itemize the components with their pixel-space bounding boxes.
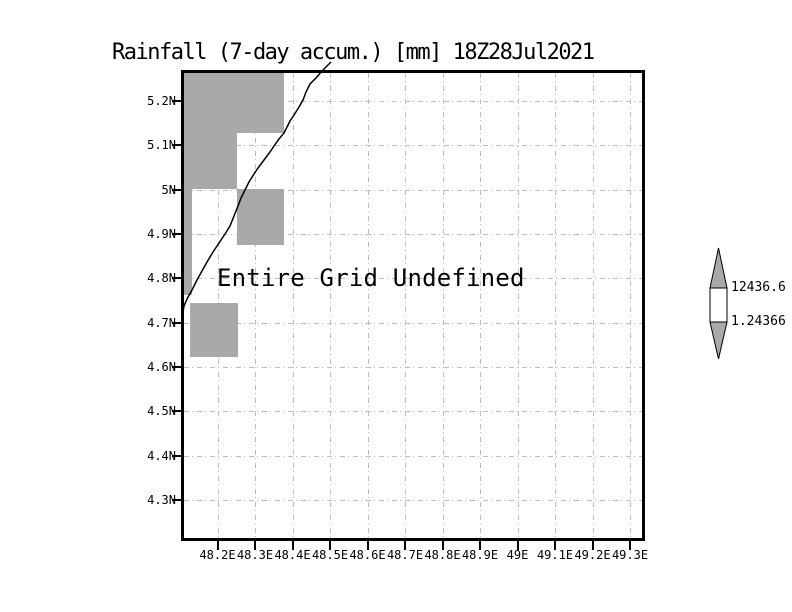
lon-tick-label: 48.8E <box>424 548 461 562</box>
lon-tick <box>404 541 406 550</box>
lon-tick-label: 48.7E <box>386 548 424 562</box>
lat-tick <box>172 499 181 501</box>
lon-tick-label: 48.4E <box>274 548 311 562</box>
lon-tick-label: 49.3E <box>611 548 649 562</box>
lat-gridline <box>184 322 642 324</box>
lon-gridline <box>480 73 481 538</box>
lon-gridline <box>592 73 594 538</box>
lon-tick <box>554 541 556 550</box>
lat-gridline <box>184 455 642 457</box>
lat-tick-label: 4.7N <box>147 315 176 330</box>
lat-tick-label: 4.8N <box>147 271 176 286</box>
colorbar-lower-arrow-icon <box>709 321 728 360</box>
lon-tick-label: 48.9E <box>461 548 499 562</box>
lat-tick <box>172 410 181 413</box>
lat-gridline <box>184 189 642 191</box>
lon-tick <box>366 541 369 550</box>
lat-gridline <box>184 411 642 413</box>
lat-tick <box>172 233 181 235</box>
lat-gridline <box>184 500 642 501</box>
lat-tick <box>172 321 181 324</box>
colorbar-min-label: 1.24366 <box>731 314 786 329</box>
lon-tick <box>216 541 219 550</box>
colorbar-mid-band <box>709 287 728 323</box>
lat-tick-label: 5.2N <box>147 94 176 108</box>
lon-gridline <box>630 73 631 538</box>
lon-gridline <box>330 73 331 538</box>
lon-tick-label: 48.5E <box>311 548 349 562</box>
lon-tick-label: 49.2E <box>574 548 611 562</box>
lat-tick-label: 4.4N <box>147 448 176 463</box>
lon-tick-label: 49.1E <box>536 548 574 562</box>
plot-title: Rainfall (7-day accum.) [mm] 18Z28Jul202… <box>112 40 595 65</box>
lat-tick <box>172 366 181 368</box>
lon-tick-label: 48.2E <box>199 548 236 562</box>
lon-tick <box>629 541 631 550</box>
shaded-cell <box>190 303 238 357</box>
shaded-cell <box>184 133 237 189</box>
lon-gridline <box>405 73 406 538</box>
lat-tick <box>172 454 181 457</box>
lat-tick-label: 5.1N <box>147 138 176 153</box>
colorbar-max-label: 12436.6 <box>731 280 786 295</box>
lat-gridline <box>184 367 642 368</box>
lon-tick-label: 49E <box>506 548 529 562</box>
lat-tick <box>172 144 181 147</box>
lat-tick <box>172 188 181 191</box>
lat-tick-label: 4.9N <box>147 227 176 241</box>
lon-tick <box>329 541 331 550</box>
lon-gridline <box>517 73 519 538</box>
lat-tick <box>172 277 181 280</box>
lon-gridline <box>555 73 556 538</box>
map-area: Entire Grid Undefined <box>184 73 642 538</box>
lat-gridline <box>184 145 642 147</box>
lat-gridline <box>184 234 642 235</box>
colorbar-upper-arrow-icon <box>709 247 728 289</box>
lat-gridline <box>184 101 642 102</box>
lon-tick <box>254 541 256 550</box>
shaded-cell <box>184 73 284 133</box>
lon-tick <box>516 541 519 550</box>
lon-tick <box>291 541 294 550</box>
lat-tick-label: 5N <box>161 182 176 197</box>
lon-tick-label: 48.3E <box>236 548 274 562</box>
lat-gridline <box>184 278 642 280</box>
colorbar <box>709 247 728 360</box>
lon-tick <box>591 541 594 550</box>
grid-undefined-annotation: Entire Grid Undefined <box>217 264 525 292</box>
lon-gridline <box>367 73 369 538</box>
lon-tick-label: 48.6E <box>349 548 386 562</box>
lat-tick <box>172 100 181 102</box>
lon-tick <box>441 541 444 550</box>
map-frame: Entire Grid Undefined <box>181 70 645 541</box>
lat-tick-label: 4.5N <box>147 404 176 419</box>
lon-tick <box>479 541 481 550</box>
shaded-cell <box>237 189 284 245</box>
shaded-cell <box>184 189 192 295</box>
lon-gridline <box>255 73 256 538</box>
lon-gridline <box>442 73 444 538</box>
lat-tick-label: 4.3N <box>147 493 176 507</box>
lon-gridline <box>292 73 294 538</box>
lat-tick-label: 4.6N <box>147 360 176 374</box>
